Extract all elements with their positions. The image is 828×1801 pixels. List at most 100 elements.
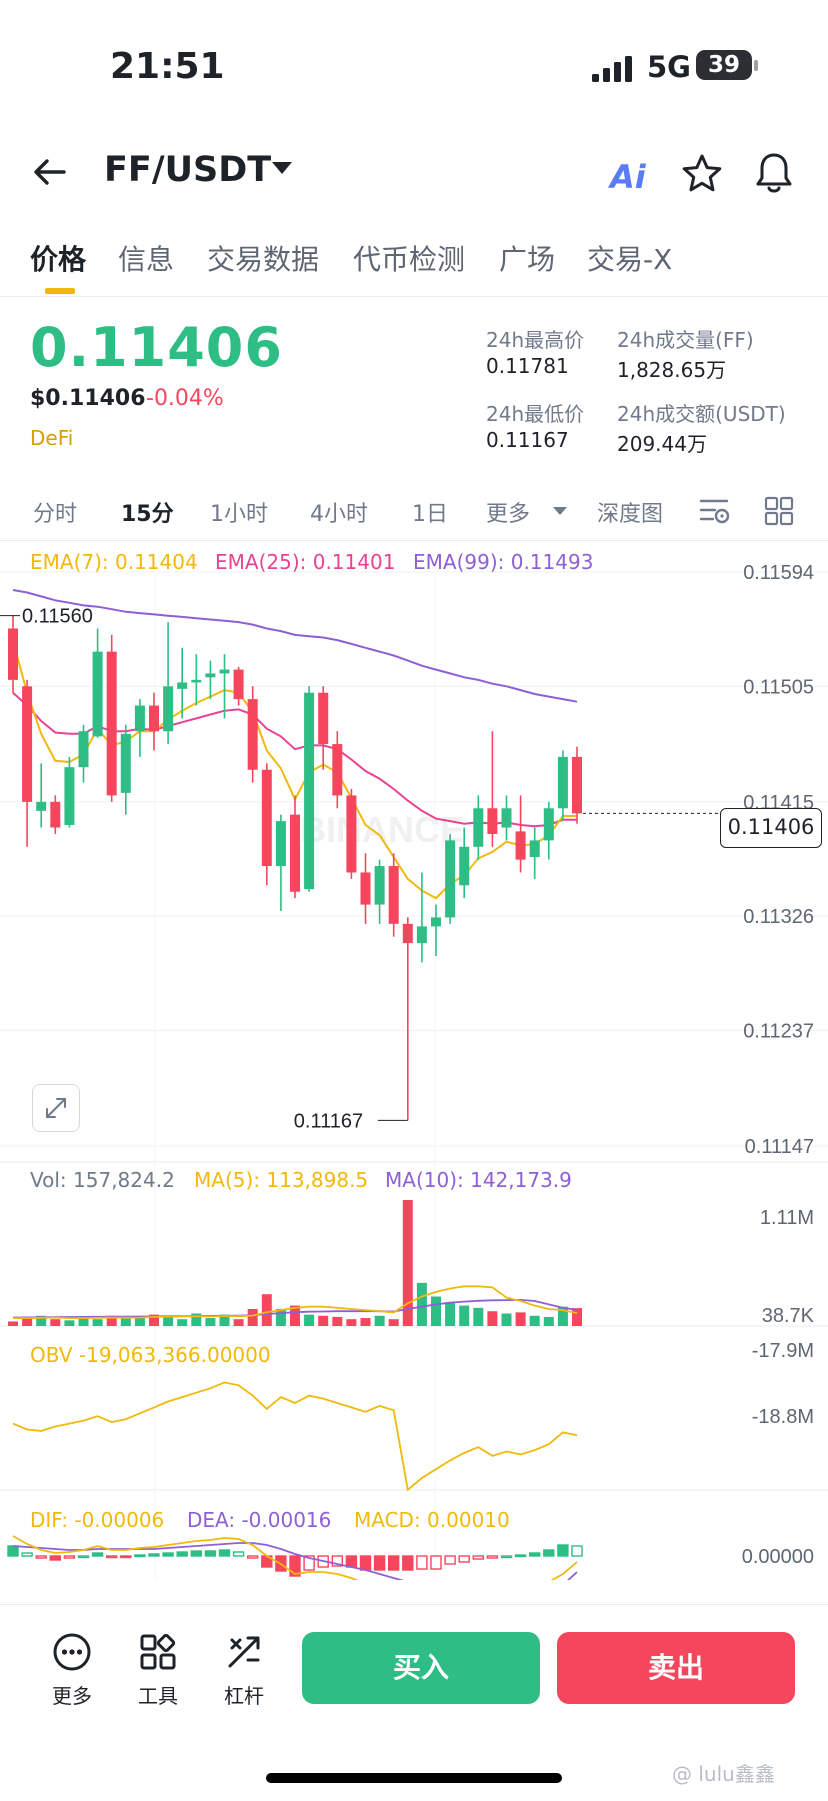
ma10-volume-line (12, 1298, 578, 1319)
interval-4h[interactable]: 4小时 (310, 502, 368, 527)
caret-down-icon[interactable] (272, 162, 292, 174)
signal-icon (592, 56, 632, 82)
macd-histogram-bar (500, 1555, 513, 1559)
tools-icon[interactable] (138, 1632, 178, 1672)
expand-icon (46, 1098, 66, 1118)
tab-info[interactable]: 信息 (118, 243, 175, 276)
volume-bar (572, 1308, 582, 1326)
expand-chart-button[interactable] (32, 1084, 80, 1132)
legend-dif: DIF: -0.00006 (30, 1508, 165, 1532)
stat-low-value: 0.11167 (486, 428, 569, 452)
macd-histogram-bar (246, 1555, 259, 1559)
back-arrow-icon[interactable] (30, 152, 70, 192)
volume-bar (416, 1282, 427, 1326)
price-tick-label: 0.11237 (743, 1020, 814, 1042)
indicator-settings-icon[interactable] (698, 496, 730, 526)
interval-1h[interactable]: 1小时 (210, 502, 268, 527)
macd-histogram-bar (176, 1551, 188, 1557)
candle-body (529, 840, 540, 858)
candle-body (92, 651, 103, 737)
macd-histogram-bar (543, 1549, 555, 1557)
more-icon[interactable] (52, 1632, 92, 1672)
volume-bar (515, 1312, 526, 1326)
candle-body (163, 686, 174, 732)
tabs-divider (0, 296, 828, 297)
volume-bar (92, 1319, 103, 1326)
buy-button[interactable]: 买入 (302, 1632, 540, 1704)
price-tick-label: 0.11326 (743, 906, 814, 928)
legend-obv: OBV -19,063,366.00000 (30, 1343, 271, 1367)
candle-body (22, 686, 33, 802)
volume-bar (78, 1318, 89, 1326)
leverage-icon[interactable] (224, 1632, 264, 1672)
home-indicator (266, 1773, 562, 1783)
volume-bar (431, 1296, 441, 1326)
candle-body (501, 808, 512, 828)
macd-histogram-bar (289, 1555, 301, 1577)
macd-histogram-bar (204, 1550, 217, 1557)
candle-body (177, 682, 188, 689)
sell-button[interactable]: 卖出 (557, 1632, 795, 1704)
usd-price: $0.11406 (30, 386, 146, 411)
macd-histogram-bar (514, 1554, 527, 1558)
interval-15m[interactable]: 15分 (121, 502, 174, 527)
macd-histogram-bar (148, 1553, 160, 1557)
volume-bar (346, 1319, 357, 1326)
layout-grid-icon[interactable] (764, 496, 794, 526)
interval-more[interactable]: 更多 (486, 502, 531, 527)
macd-histogram-bar (162, 1552, 174, 1557)
tab-trading-data[interactable]: 交易数据 (207, 243, 320, 276)
category-tag[interactable]: DeFi (30, 426, 74, 450)
interval-time-sharing[interactable]: 分时 (33, 502, 78, 527)
volume-bar (487, 1311, 498, 1326)
tab-square[interactable]: 广场 (499, 243, 556, 276)
candle-body (431, 917, 441, 927)
depth-chart-tab[interactable]: 深度图 (597, 502, 664, 527)
macd-histogram-bar (430, 1555, 442, 1570)
volume-bar (304, 1314, 315, 1326)
candle-body (247, 699, 258, 770)
stat-low-label: 24h最低价 (486, 402, 585, 426)
volume-bar (149, 1314, 159, 1326)
tools-label[interactable]: 工具 (138, 1684, 178, 1708)
volume-bars (8, 1200, 582, 1326)
more-label[interactable]: 更多 (52, 1684, 92, 1708)
candle-body (487, 808, 498, 834)
volume-bar (557, 1306, 568, 1326)
stat-high-value: 0.11781 (486, 354, 569, 378)
credit-watermark: @ lulu鑫鑫 (672, 1762, 775, 1786)
stat-high-label: 24h最高价 (486, 328, 585, 352)
volume-tick-label: 38.7K (762, 1305, 815, 1327)
interval-1d[interactable]: 1日 (412, 502, 448, 527)
more-caret-icon[interactable] (553, 507, 567, 515)
volume-ma-lines (12, 1285, 578, 1319)
high-marker-label: 0.11560 (22, 606, 93, 628)
volume-bar (290, 1305, 300, 1326)
bottom-bar-divider (0, 1604, 828, 1605)
tab-trade-x[interactable]: 交易-X (587, 243, 673, 276)
volume-bar (360, 1318, 371, 1326)
last-price: 0.11406 (30, 316, 283, 379)
dif-line (12, 1535, 578, 1580)
macd-tick-label: 0.00000 (742, 1546, 814, 1568)
candlestick-chart[interactable]: BINANCE 0.11560 0.11167 0.11594 0.11505 0.11… (0, 540, 828, 1580)
star-icon[interactable] (680, 152, 724, 196)
candle-body (402, 923, 413, 944)
candle-body (346, 795, 357, 873)
macd-histogram-bar (444, 1555, 456, 1565)
tab-token-check[interactable]: 代币检测 (353, 243, 466, 276)
watermark: BINANCE (300, 809, 464, 850)
bell-icon[interactable] (752, 150, 796, 196)
candle-body (149, 705, 159, 732)
obv-line (12, 1381, 578, 1492)
candle-body (318, 692, 329, 745)
candle-body (388, 866, 399, 924)
stat-amount-value: 209.44万 (617, 432, 707, 456)
tab-price[interactable]: 价格 (30, 243, 87, 276)
volume-bar (120, 1318, 131, 1326)
macd-histogram-bar (7, 1545, 19, 1557)
pair-title[interactable]: FF/USDT (104, 150, 272, 190)
candle-body (8, 628, 18, 680)
leverage-label[interactable]: 杠杆 (224, 1684, 264, 1708)
ai-icon[interactable]: Ai (610, 158, 646, 196)
